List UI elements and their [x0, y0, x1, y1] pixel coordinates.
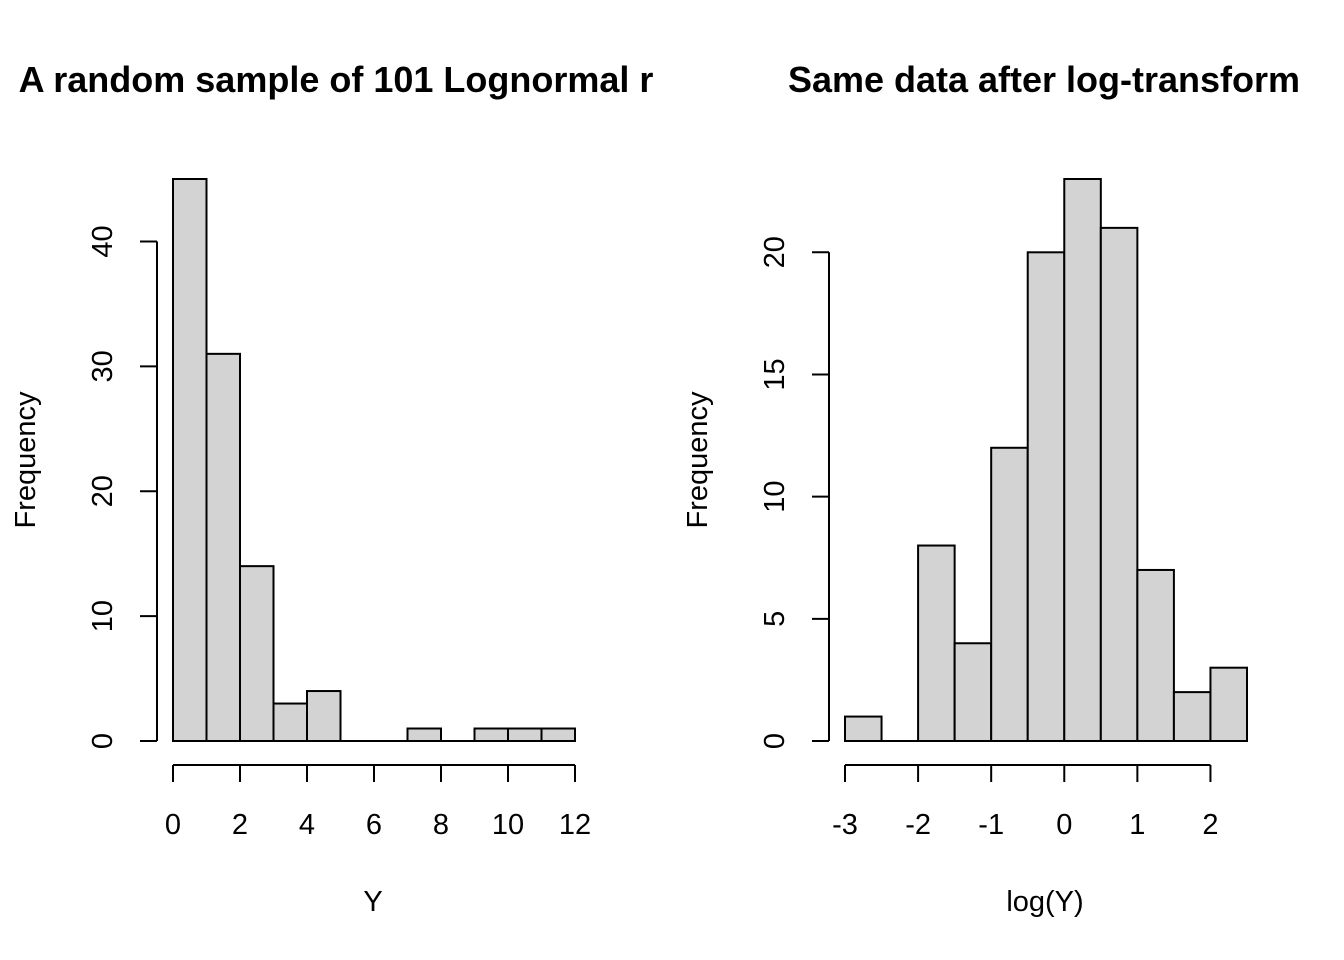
log-transform-histogram-panel: Same data after log-transform log(Y) Fre…	[682, 59, 1300, 918]
x-axis: -3 -2 -1 0 1 2	[832, 764, 1219, 841]
x-tick-label: 4	[299, 809, 315, 841]
histogram-bar	[1172, 691, 1212, 742]
histogram-bar	[172, 178, 208, 742]
histogram-bar	[1063, 178, 1102, 742]
y-tick-label: 0	[87, 733, 119, 749]
histogram-bar	[239, 565, 275, 743]
y-tick-label: 30	[87, 350, 119, 382]
histogram-bar	[306, 690, 342, 742]
y-axis: 0 10 20 30 40	[87, 225, 158, 749]
x-tick-label: 2	[1202, 809, 1218, 841]
x-tick-label: 0	[165, 809, 181, 841]
histogram-bar	[844, 715, 883, 743]
histogram-bar	[507, 727, 543, 742]
x-tick-label: 6	[366, 809, 382, 841]
x-axis: 0 2 4 6 8 10 12	[165, 764, 591, 841]
y-tick-label: 40	[87, 225, 119, 257]
y-tick-label: 15	[759, 358, 791, 390]
x-axis-label: log(Y)	[1006, 886, 1083, 918]
x-axis-label: Y	[363, 886, 382, 918]
histogram-bar	[473, 727, 509, 742]
histogram-bar	[953, 642, 993, 742]
x-tick-label: 12	[559, 809, 591, 841]
histogram-bars	[172, 178, 576, 743]
chart-title: Same data after log-transform	[788, 59, 1300, 100]
lognormal-histogram-panel: A random sample of 101 Lognormal r Y Fre…	[10, 59, 653, 918]
histogram-bar	[990, 446, 1029, 742]
histogram-bar	[1099, 226, 1139, 742]
y-tick-label: 10	[87, 600, 119, 632]
y-axis-label: Frequency	[682, 391, 714, 529]
x-tick-label: 10	[492, 809, 524, 841]
y-tick-label: 0	[759, 733, 791, 749]
y-axis-label: Frequency	[10, 391, 42, 529]
histogram-bar	[205, 352, 241, 742]
chart-title: A random sample of 101 Lognormal r	[19, 59, 654, 100]
x-tick-label: 2	[232, 809, 248, 841]
histogram-bar	[406, 727, 442, 742]
x-tick-label: 8	[433, 809, 449, 841]
x-tick-label: 1	[1129, 809, 1145, 841]
histogram-bar	[1136, 568, 1175, 743]
y-tick-label: 5	[759, 611, 791, 627]
y-axis: 0 5 10 15 20	[759, 236, 830, 749]
histogram-bar	[917, 544, 956, 742]
x-tick-label: 0	[1056, 809, 1072, 841]
y-tick-label: 20	[87, 475, 119, 507]
x-tick-label: -3	[832, 809, 858, 841]
y-tick-label: 10	[759, 481, 791, 513]
x-tick-label: -2	[905, 809, 931, 841]
x-tick-label: -1	[978, 809, 1004, 841]
histogram-bar	[540, 727, 576, 742]
histogram-bars	[844, 178, 1249, 743]
histogram-bar	[1209, 666, 1249, 743]
histogram-bar	[272, 702, 308, 742]
y-tick-label: 20	[759, 236, 791, 268]
histogram-bar	[1026, 251, 1066, 742]
